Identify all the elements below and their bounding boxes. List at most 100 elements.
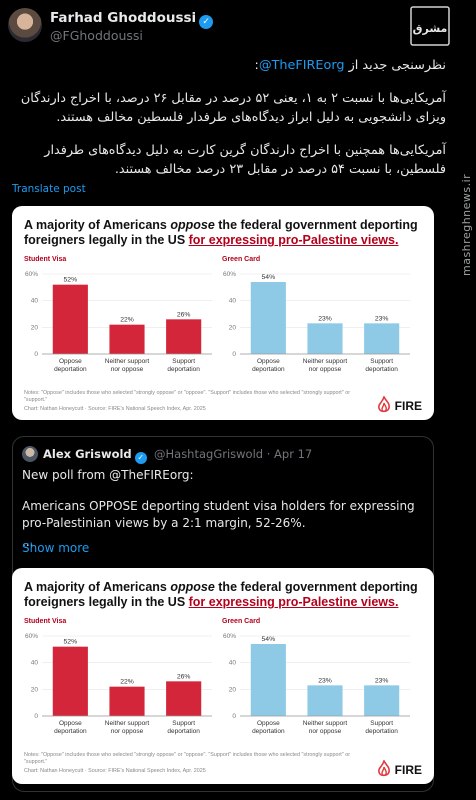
chart-notes: Notes: "Oppose" includes those who selec… xyxy=(24,390,350,403)
x-category-label: Oppose xyxy=(59,358,82,365)
mention-link[interactable]: @TheFIREorg xyxy=(258,58,345,73)
verified-icon: ✓ xyxy=(134,452,147,464)
x-category-label: Neither support xyxy=(105,358,150,365)
bar xyxy=(109,686,145,716)
fire-brand-text: FIRE xyxy=(394,399,422,413)
tweet-line-1: نظرسنجی جدید از @TheFIREorg: xyxy=(8,56,447,75)
quote-ellipsis: ... xyxy=(22,535,34,549)
translate-post-link[interactable]: Translate post xyxy=(12,183,86,195)
post-header: Farhad Ghoddoussi ✓ @FGhoddoussi xyxy=(8,8,408,48)
chart-credit: Chart: Nathan Honeycutt · Source: FIRE's… xyxy=(24,406,206,412)
y-tick-label: 40 xyxy=(31,660,39,667)
y-tick-label: 40 xyxy=(229,298,237,305)
chart-title-part: the federal government deporting foreign… xyxy=(24,580,418,609)
tweet-line-1-prefix: نظرسنجی جدید از xyxy=(344,58,446,73)
chart-title-part: A majority of Americans xyxy=(24,218,171,232)
x-category-label: Oppose xyxy=(59,720,82,727)
x-category-label: Support xyxy=(172,720,195,727)
x-category-label: deportation xyxy=(167,728,200,735)
author-name[interactable]: Farhad Ghoddoussi ✓ xyxy=(50,10,214,29)
fire-flame-icon xyxy=(377,394,390,413)
verified-icon: ✓ xyxy=(199,15,214,29)
x-category-label: deportation xyxy=(365,728,398,735)
chart-credit: Chart: Nathan Honeycutt · Source: FIRE's… xyxy=(24,768,206,774)
chart-title: A majority of Americans oppose the feder… xyxy=(24,218,424,248)
y-tick-label: 60% xyxy=(223,633,236,640)
x-category-label: Support xyxy=(370,720,393,727)
quoted-tweet[interactable]: Alex Griswold ✓ @HashtagGriswold · Apr 17… xyxy=(12,436,434,792)
quote-avatar[interactable] xyxy=(22,446,38,462)
y-tick-label: 60% xyxy=(25,271,38,278)
bar-value-label: 26% xyxy=(177,311,191,318)
bar xyxy=(250,282,286,354)
x-category-label: Neither support xyxy=(105,720,150,727)
y-tick-label: 20 xyxy=(229,686,237,693)
tweet-body: نظرسنجی جدید از @TheFIREorg: آمریکایی‌ها… xyxy=(8,56,446,193)
bar xyxy=(364,323,400,354)
chart-image[interactable]: A majority of Americans oppose the feder… xyxy=(12,206,434,420)
tweet-paragraph-3: آمریکایی‌ها همچنین با اخراج دارندگان گری… xyxy=(44,143,446,177)
x-category-label: Neither support xyxy=(303,720,348,727)
chart-title-oppose: oppose xyxy=(170,218,215,232)
bar xyxy=(166,681,202,716)
bar xyxy=(52,646,88,716)
y-tick-label: 20 xyxy=(31,324,39,331)
bar xyxy=(307,323,343,354)
y-tick-label: 60% xyxy=(223,271,236,278)
show-more-link[interactable]: Show more xyxy=(22,541,90,555)
x-category-label: nor oppose xyxy=(309,366,342,373)
quote-author-name[interactable]: Alex Griswold ✓ xyxy=(43,447,147,464)
bar-value-label: 52% xyxy=(64,639,78,646)
logo-text: مشرق xyxy=(413,22,448,35)
y-tick-label: 0 xyxy=(34,351,38,358)
x-category-label: deportation xyxy=(365,366,398,373)
x-category-label: Oppose xyxy=(257,358,280,365)
author-handle[interactable]: @FGhoddoussi xyxy=(50,28,143,43)
chart-title-oppose: oppose xyxy=(170,580,215,594)
panel-label-student-visa: Student Visa xyxy=(24,256,67,263)
x-category-label: deportation xyxy=(54,366,87,373)
x-category-label: deportation xyxy=(252,728,285,735)
avatar[interactable] xyxy=(8,8,42,42)
mashregh-logo-icon: مشرق xyxy=(410,6,450,46)
bar xyxy=(109,324,145,354)
x-category-label: Support xyxy=(172,358,195,365)
bar-value-label: 23% xyxy=(375,677,389,684)
x-category-label: nor oppose xyxy=(111,366,144,373)
y-tick-label: 0 xyxy=(232,351,236,358)
tweet-line-1-suffix: : xyxy=(254,58,259,73)
panel-label-green-card: Green Card xyxy=(222,256,261,263)
fire-logo: FIRE xyxy=(376,394,422,414)
author-name-text[interactable]: Farhad Ghoddoussi xyxy=(50,10,197,26)
bar xyxy=(52,284,88,354)
quote-author-name-text[interactable]: Alex Griswold xyxy=(43,447,132,461)
tweet-paragraph-2: آمریکایی‌ها با نسبت ۲ به ۱، یعنی ۵۲ درصد… xyxy=(20,91,446,125)
bar-value-label: 22% xyxy=(120,317,134,324)
chart-title-part: A majority of Americans xyxy=(24,580,171,594)
quote-line-1: New poll from @TheFIREorg: xyxy=(22,468,194,482)
x-category-label: nor oppose xyxy=(111,728,144,735)
x-category-label: nor oppose xyxy=(309,728,342,735)
panel-label-student-visa: Student Visa xyxy=(24,618,67,625)
x-category-label: Oppose xyxy=(257,720,280,727)
quote-chart-image[interactable]: A majority of Americans oppose the feder… xyxy=(12,568,434,784)
bar xyxy=(307,685,343,716)
x-category-label: Support xyxy=(370,358,393,365)
bar xyxy=(166,319,202,354)
quote-meta: @HashtagGriswold · Apr 17 xyxy=(154,447,313,461)
x-category-label: Neither support xyxy=(303,358,348,365)
bar-value-label: 54% xyxy=(262,636,276,643)
quote-line-2: Americans OPPOSE deporting student visa … xyxy=(22,499,415,530)
chart-title-underlined: for expressing pro-Palestine views. xyxy=(188,233,399,247)
y-tick-label: 40 xyxy=(31,298,39,305)
y-tick-label: 0 xyxy=(232,713,236,720)
y-tick-label: 40 xyxy=(229,660,237,667)
x-category-label: deportation xyxy=(54,728,87,735)
bar xyxy=(364,685,400,716)
y-tick-label: 20 xyxy=(229,324,237,331)
chart-notes: Notes: "Oppose" includes those who selec… xyxy=(24,752,350,765)
